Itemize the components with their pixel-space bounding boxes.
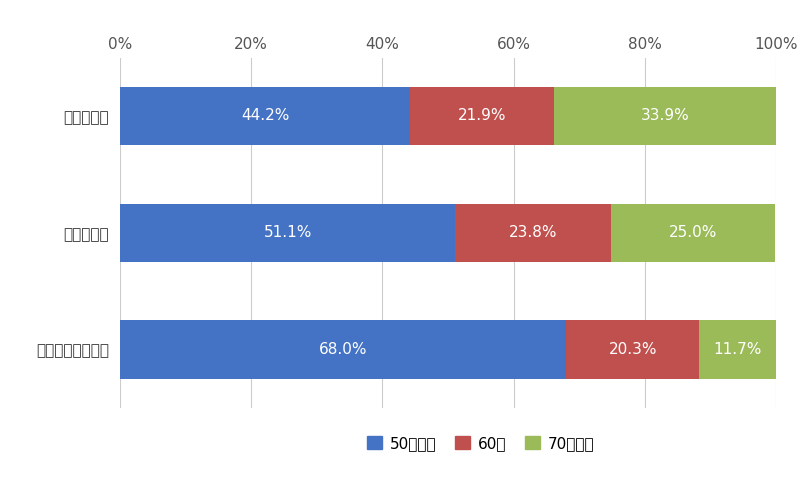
Text: 68.0%: 68.0% xyxy=(318,342,367,357)
Bar xyxy=(120,87,410,145)
Text: 33.9%: 33.9% xyxy=(641,108,689,123)
Bar xyxy=(554,87,776,145)
Text: 11.7%: 11.7% xyxy=(714,342,762,357)
Bar xyxy=(611,204,775,262)
Legend: 50代以下, 60代, 70代以上: 50代以下, 60代, 70代以上 xyxy=(361,430,601,457)
Text: 25.0%: 25.0% xyxy=(669,225,718,240)
Bar xyxy=(699,321,776,379)
Bar xyxy=(566,321,699,379)
Bar xyxy=(455,204,611,262)
Text: 20.3%: 20.3% xyxy=(609,342,657,357)
Text: 21.9%: 21.9% xyxy=(458,108,506,123)
Bar xyxy=(120,204,455,262)
Bar xyxy=(120,321,566,379)
Text: 23.8%: 23.8% xyxy=(509,225,558,240)
Text: 44.2%: 44.2% xyxy=(241,108,289,123)
Bar xyxy=(410,87,554,145)
Text: 51.1%: 51.1% xyxy=(263,225,312,240)
